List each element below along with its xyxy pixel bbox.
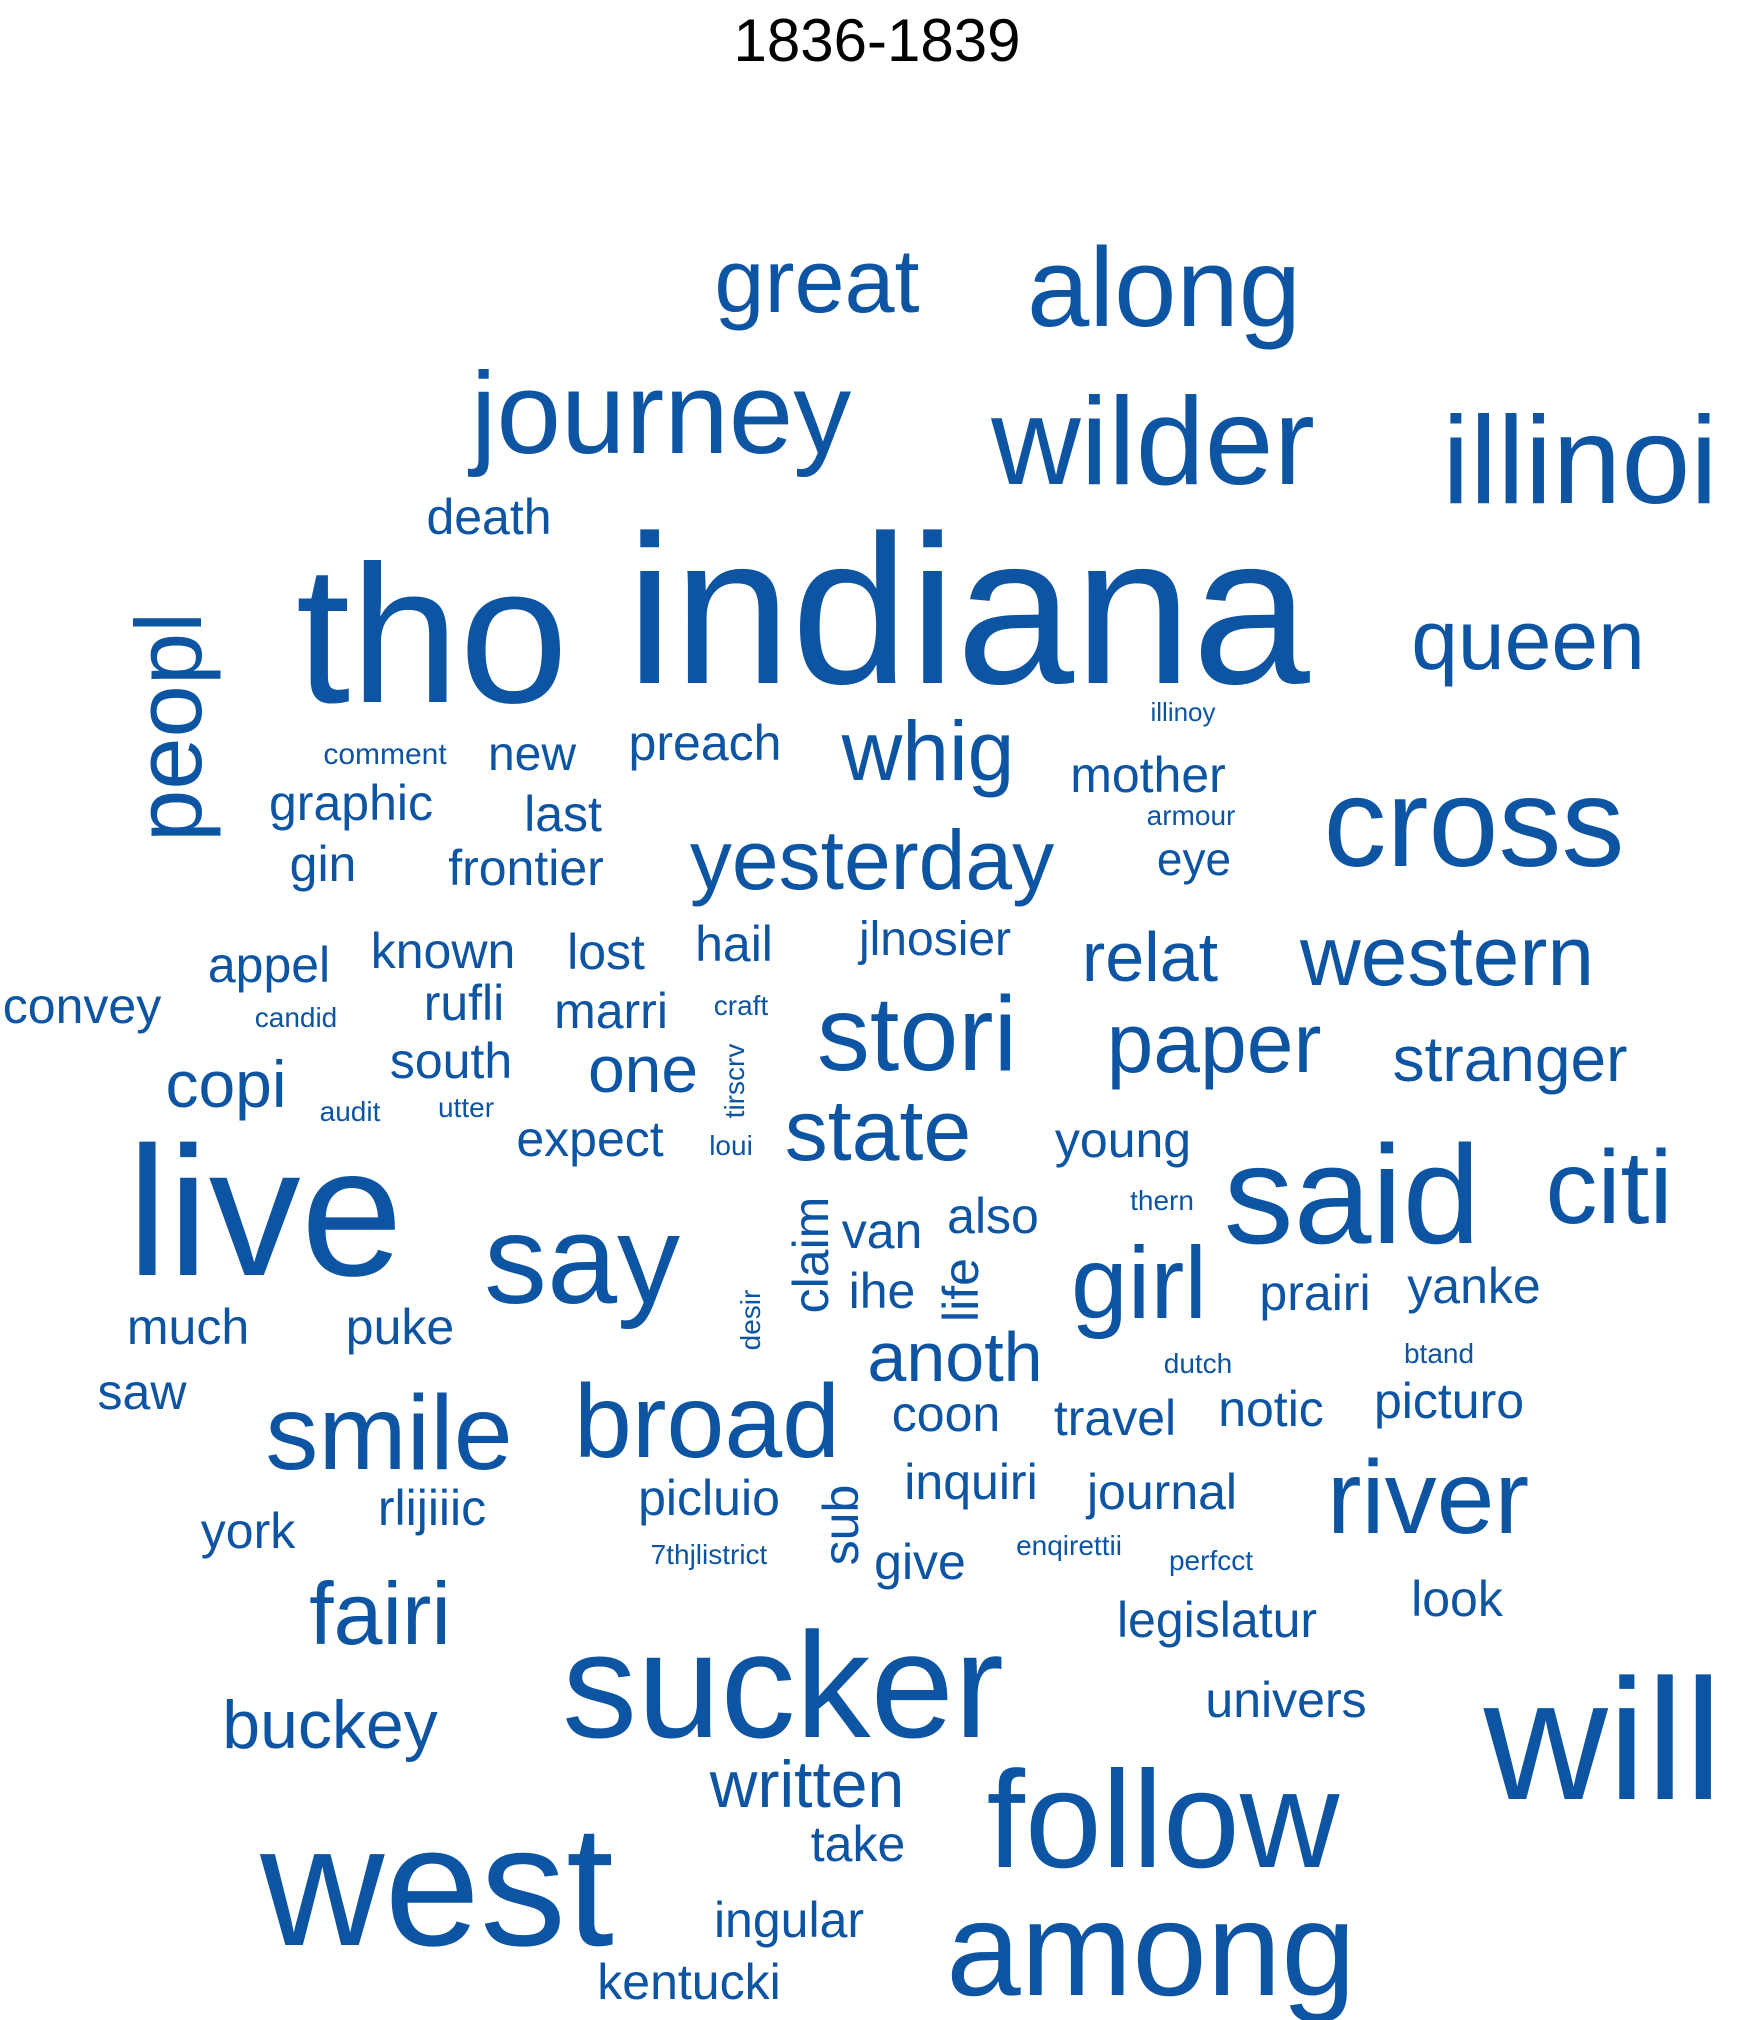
word-appel: appel	[208, 940, 330, 990]
word-perfcct: perfcct	[1169, 1547, 1253, 1575]
word-cross: cross	[1323, 760, 1624, 886]
word-thern: thern	[1130, 1187, 1194, 1215]
word-state: state	[785, 1088, 971, 1174]
word-lost: lost	[567, 927, 645, 977]
word-girl: girl	[1071, 1232, 1207, 1334]
word-craft: craft	[714, 992, 768, 1020]
word-indiana: indiana	[626, 504, 1310, 716]
word-ingular: ingular	[714, 1895, 864, 1945]
word-candid: candid	[255, 1004, 338, 1032]
word-western: western	[1300, 914, 1594, 998]
word-tho: tho	[296, 537, 568, 733]
word-queen: queen	[1411, 598, 1645, 682]
word-loui: loui	[709, 1132, 753, 1160]
word-kentucki: kentucki	[597, 1957, 780, 2007]
word-wilder: wilder	[991, 380, 1315, 504]
word-said: said	[1224, 1125, 1481, 1265]
word-anoth: anoth	[867, 1322, 1042, 1392]
word-picluio: picluio	[638, 1473, 780, 1523]
word-follow: follow	[987, 1751, 1340, 1889]
word-journal: journal	[1087, 1467, 1237, 1517]
word-buckey: buckey	[222, 1691, 437, 1759]
word-rufli: rufli	[424, 978, 505, 1028]
word-tirscrv: tirscrv	[721, 1044, 749, 1119]
word-claim: claim	[786, 1197, 836, 1314]
word-legislatur: legislatur	[1117, 1595, 1317, 1645]
word-van: van	[842, 1206, 923, 1256]
word-live: live	[127, 1119, 403, 1303]
word-sub: sub	[816, 1485, 866, 1566]
word-graphic: graphic	[269, 778, 433, 828]
word-dutch: dutch	[1164, 1350, 1233, 1378]
word-ihe: ihe	[849, 1266, 916, 1316]
word-rlijiiic: rlijiiic	[378, 1483, 486, 1533]
word-picturo: picturo	[1374, 1376, 1524, 1426]
word-coon: coon	[892, 1389, 1000, 1439]
word-eye: eye	[1157, 836, 1231, 882]
word-stori: stori	[817, 981, 1017, 1087]
word-paper: paper	[1107, 1001, 1322, 1085]
word-river: river	[1327, 1446, 1529, 1550]
word-illinoi: illinoi	[1442, 399, 1718, 523]
word-give: give	[874, 1537, 966, 1587]
word-known: known	[371, 926, 516, 976]
word-broad: broad	[574, 1370, 840, 1474]
word-also: also	[947, 1191, 1039, 1241]
word-btand: btand	[1404, 1340, 1474, 1368]
word-whig: whig	[842, 709, 1015, 793]
word-stranger: stranger	[1393, 1027, 1628, 1091]
word-saw: saw	[98, 1367, 187, 1417]
word-hail: hail	[695, 919, 773, 969]
word-fairi: fairi	[309, 1570, 451, 1658]
word-say: say	[484, 1197, 680, 1323]
word-smile: smile	[265, 1380, 512, 1486]
word-one: one	[588, 1036, 698, 1102]
word-york: york	[201, 1506, 295, 1556]
word-journey: journey	[471, 355, 851, 471]
word-prairi: prairi	[1259, 1268, 1370, 1318]
word-utter: utter	[438, 1094, 494, 1122]
word-enqirettii: enqirettii	[1016, 1532, 1122, 1560]
word-expect: expect	[516, 1114, 663, 1164]
word-last: last	[524, 789, 602, 839]
word-yesterday: yesterday	[690, 818, 1054, 902]
word-great: great	[714, 237, 919, 327]
word-puke: puke	[346, 1302, 454, 1352]
word-inquiri: inquiri	[904, 1457, 1037, 1507]
word-preach: preach	[629, 718, 782, 768]
title: 1836-1839	[0, 6, 1754, 75]
word-take: take	[811, 1819, 906, 1869]
word-gin: gin	[290, 839, 357, 889]
word-along: along	[1027, 232, 1301, 344]
word-peopl: peopl	[122, 612, 216, 842]
word-west: west	[260, 1800, 614, 1972]
word-mother: mother	[1070, 750, 1226, 800]
word-will: will	[1484, 1654, 1723, 1826]
word-citi: citi	[1545, 1136, 1672, 1240]
word-young: young	[1055, 1115, 1191, 1165]
word-life: life	[936, 1258, 986, 1322]
word-illinoy: illinoy	[1150, 699, 1215, 725]
word-marri: marri	[554, 986, 668, 1036]
word-armour: armour	[1147, 802, 1236, 830]
word-new: new	[488, 731, 576, 779]
word-relat: relat	[1082, 922, 1218, 992]
word-yanke: yanke	[1407, 1261, 1540, 1311]
word-notic: notic	[1218, 1384, 1324, 1434]
word-sucker: sucker	[562, 1610, 1004, 1760]
word-7thjlistrict: 7thjlistrict	[651, 1541, 768, 1569]
word-frontier: frontier	[448, 843, 604, 893]
word-univers: univers	[1205, 1675, 1366, 1725]
word-convey: convey	[3, 981, 161, 1031]
word-travel: travel	[1054, 1393, 1176, 1443]
word-desir: desir	[737, 1290, 765, 1351]
word-much: much	[127, 1302, 249, 1352]
word-written: written	[710, 1751, 904, 1817]
word-among: among	[946, 1883, 1356, 2017]
word-look: look	[1411, 1574, 1503, 1624]
word-comment: comment	[323, 740, 446, 770]
word-south: south	[390, 1036, 512, 1086]
word-jlnosier: jlnosier	[859, 916, 1011, 964]
